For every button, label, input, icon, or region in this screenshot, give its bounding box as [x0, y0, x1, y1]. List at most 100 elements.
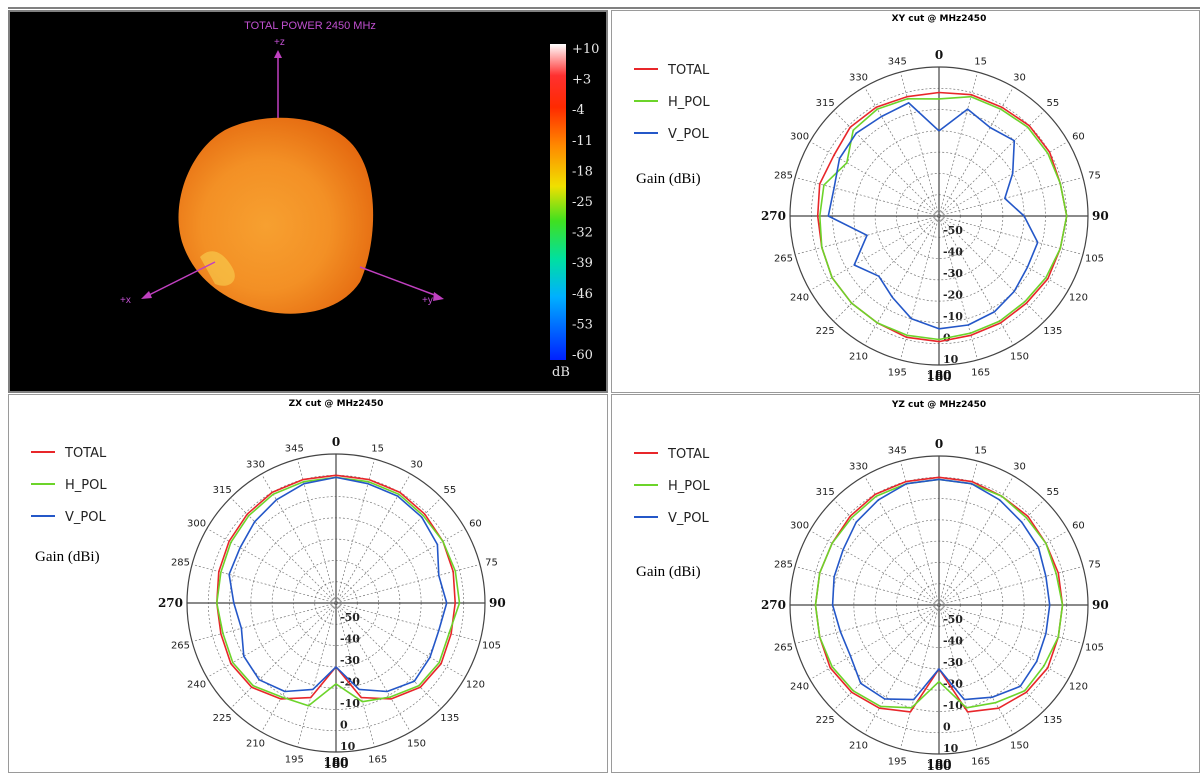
radial-tick-label: 10 — [943, 742, 959, 755]
grid-spoke — [809, 530, 940, 606]
legend-label-v-pol: V_POL — [65, 510, 106, 525]
grid-spoke — [809, 604, 940, 680]
grid-spoke — [900, 460, 940, 606]
angle-label: 55 — [1046, 487, 1059, 498]
colorbar-tick-label: -32 — [572, 226, 593, 241]
grid-spoke — [938, 475, 1014, 606]
y-axis-label: +y — [422, 295, 433, 306]
angle-label: 15 — [974, 445, 987, 456]
radial-tick-label: -30 — [943, 656, 963, 669]
3d-pattern-highlight — [200, 251, 235, 286]
grid-spoke — [230, 602, 337, 709]
grid-spoke — [335, 602, 481, 642]
angle-label: 240 — [187, 680, 206, 691]
angle-label: 0 — [935, 437, 943, 451]
grid-spoke — [794, 177, 940, 217]
angle-label: 180 — [323, 757, 348, 771]
angle-label: 30 — [1013, 73, 1026, 84]
radial-tick-label: 0 — [340, 719, 348, 732]
angle-label: 90 — [1092, 209, 1109, 223]
angle-label: 150 — [1010, 351, 1029, 362]
angle-label: 120 — [1069, 293, 1088, 304]
grid-spoke — [206, 528, 337, 604]
angle-label: 285 — [171, 557, 190, 568]
xy-cut-chart: XY cut @ MHz2450 0 15 30 55 60 75 90 105 120 135 15… — [634, 14, 1109, 384]
angle-label: 225 — [213, 713, 232, 724]
grid-spoke — [864, 215, 940, 346]
angle-label: 135 — [1043, 715, 1062, 726]
angle-label: 270 — [761, 598, 786, 612]
angle-label: 0 — [332, 435, 340, 449]
angle-label: 165 — [368, 755, 387, 766]
plot-title: YZ cut @ MHz2450 — [891, 400, 986, 410]
grid-spoke — [335, 602, 375, 748]
xy-cut-panel: XY cut @ MHz2450 0 15 30 55 60 75 90 105 120 135 15… — [611, 10, 1200, 393]
angle-label: 150 — [407, 738, 426, 749]
angle-label-180: 180 — [926, 757, 951, 771]
3d-title: TOTAL POWER 2450 MHz — [244, 20, 376, 32]
grid-spoke — [864, 475, 940, 606]
grid-spoke — [335, 602, 466, 678]
angle-label: 120 — [466, 680, 485, 691]
grid-spoke — [206, 602, 337, 678]
angle-label: 210 — [246, 738, 265, 749]
angle-label: 75 — [1088, 559, 1101, 570]
legend-label-total: TOTAL — [667, 63, 710, 78]
grid-spoke — [261, 602, 337, 733]
angle-label: 105 — [482, 641, 501, 652]
3d-pattern-canvas: TOTAL POWER 2450 MHz +z +x +y +10 +3 -4 -11… — [120, 20, 599, 380]
grid-spoke — [794, 215, 940, 255]
grid-spoke — [938, 86, 1014, 217]
angle-label: 240 — [790, 293, 809, 304]
grid-spoke — [900, 604, 940, 750]
grid-spoke — [809, 141, 940, 217]
angle-label: 135 — [1043, 326, 1062, 337]
angle-label: 0 — [935, 48, 943, 62]
legend-label-h-pol: H_POL — [65, 478, 107, 493]
angle-label: 315 — [816, 98, 835, 109]
radial-tick-label: 10 — [943, 353, 959, 366]
colorbar-tick-label: -25 — [572, 195, 593, 210]
angle-label: 270 — [761, 209, 786, 223]
3d-pattern-body — [178, 117, 374, 314]
grid-spoke — [938, 141, 1069, 217]
zx-gain-label: Gain (dBi) — [35, 549, 100, 565]
angle-label: 120 — [1069, 682, 1088, 693]
colorbar-tick-label: +3 — [572, 73, 591, 88]
angle-label: 300 — [790, 132, 809, 143]
angle-label: 195 — [285, 755, 304, 766]
angle-label: 265 — [774, 254, 793, 265]
radial-tick-label: -10 — [340, 697, 360, 710]
angle-label: 300 — [790, 521, 809, 532]
legend-label-h-pol: H_POL — [668, 95, 710, 110]
grid-spoke — [833, 110, 940, 217]
colorbar — [550, 44, 566, 360]
angle-label: 180 — [926, 759, 951, 772]
angle-label: 30 — [1013, 462, 1026, 473]
radial-tick-label: -50 — [943, 613, 963, 626]
angle-label: 105 — [1085, 643, 1104, 654]
angle-label: 210 — [849, 351, 868, 362]
radial-tick-label: -20 — [943, 289, 963, 302]
angle-label: 180 — [926, 370, 951, 384]
angle-label: 330 — [849, 73, 868, 84]
legend-label-v-pol: V_POL — [668, 511, 709, 526]
colorbar-unit: dB — [552, 365, 570, 380]
grid-spoke — [938, 460, 978, 606]
colorbar-tick-label: -18 — [572, 164, 593, 179]
grid-spoke — [335, 473, 411, 604]
angle-label: 225 — [816, 715, 835, 726]
3d-pattern-panel: TOTAL POWER 2450 MHz +z +x +y +10 +3 -4 -11… — [8, 10, 608, 393]
grid-spoke — [938, 604, 978, 750]
colorbar-tick-label: -11 — [572, 134, 593, 149]
grid-spoke — [230, 497, 337, 604]
grid-spoke — [335, 528, 466, 604]
radial-tick-label: 10 — [340, 740, 356, 753]
angle-label: 315 — [816, 487, 835, 498]
angle-label: 315 — [213, 485, 232, 496]
angle-label: 345 — [888, 445, 907, 456]
radial-tick-label: -30 — [943, 267, 963, 280]
angle-label: 330 — [246, 460, 265, 471]
grid-spoke — [191, 602, 337, 642]
colorbar-tick-label: +10 — [572, 42, 599, 57]
